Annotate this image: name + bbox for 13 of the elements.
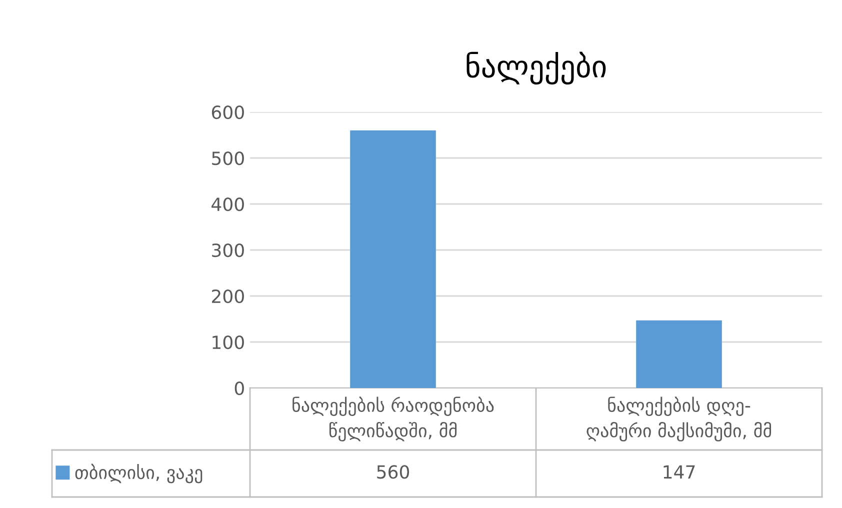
legend-label: თბილისი, ვაკე [75,464,202,484]
y-tick-label: 600 [212,105,244,120]
data-label: 560 [377,465,410,479]
y-tick-label: 400 [212,197,244,212]
data-label: 147 [664,465,695,478]
y-tick-label: 300 [212,243,244,258]
y-tick-label: 200 [212,289,244,304]
x-tick-label: ნალექების დღე- ღამური მაქსიმუმი, მმ [586,396,772,442]
y-tick-label: 0 [234,381,244,396]
x-tick-label: ნალექების რაოდენობა წელიწადში, მმ [292,396,494,442]
y-tick-label: 500 [212,151,244,166]
y-tick-label: 100 [212,335,244,350]
chart-title: ნალექები [466,52,606,84]
